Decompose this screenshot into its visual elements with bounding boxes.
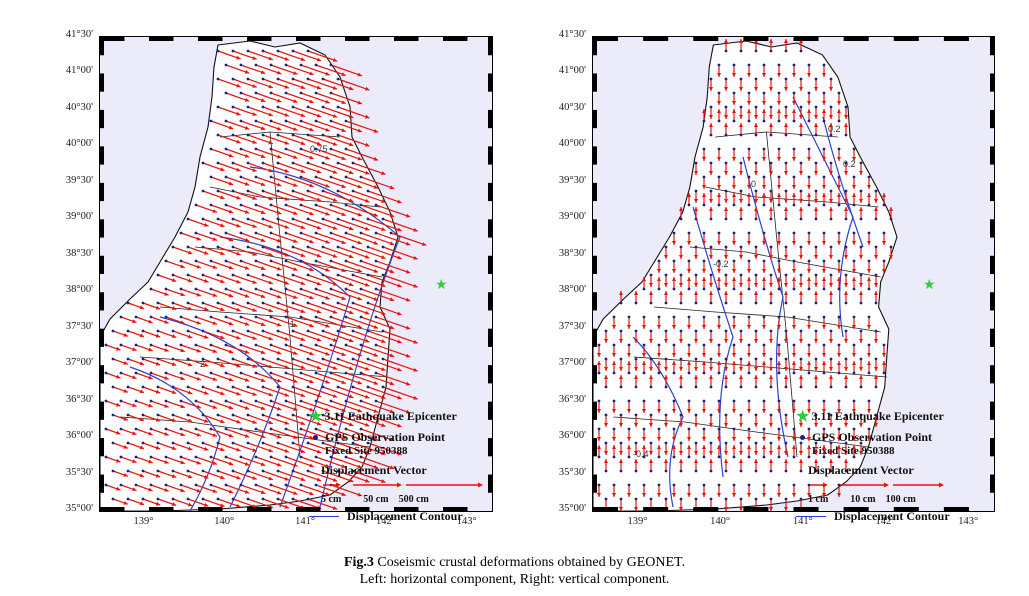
contour-line-icon xyxy=(309,515,339,518)
star-icon: ★ xyxy=(309,408,323,425)
contour-value-label: -0.2 xyxy=(713,259,729,269)
lat-tick-label: 36°30' xyxy=(558,393,586,405)
displacement-contour xyxy=(632,336,684,508)
contour-value-label: -0.4 xyxy=(633,449,649,459)
left-map: 0.75 1 2 xyxy=(100,37,492,511)
lon-tick-label: 139° xyxy=(133,516,154,527)
lat-tick-label: 38°00' xyxy=(65,284,93,296)
lat-tick-label: 35°30' xyxy=(65,466,93,478)
lat-tick-label: 40°00' xyxy=(65,138,93,150)
honshu-landmass xyxy=(593,40,898,511)
displacement-contour xyxy=(219,236,351,508)
legend-vector-arrows xyxy=(323,482,483,488)
legend-scale-3: 500 cm xyxy=(398,494,429,505)
legend-scale-1: 5 cm xyxy=(321,494,342,505)
legend-fixed-site: Fixed Site 950388 xyxy=(812,445,895,457)
lat-tick-label: 41°30' xyxy=(558,29,586,40)
station-dot-icon xyxy=(313,435,318,440)
prefecture-border xyxy=(613,416,869,448)
legend-gps-label: GPS Observation Point xyxy=(325,430,446,444)
map-frame-ticks xyxy=(100,37,492,511)
legend-fixed-site: Fixed Site 950388 xyxy=(325,445,408,457)
right-map: 0.2 0 -0.2 -0.4 0.2 xyxy=(593,37,994,511)
contour-value-label: 0.2 xyxy=(828,124,841,134)
legend-contour-label: Displacement Contour xyxy=(834,509,950,523)
lat-tick-label: 39°30' xyxy=(558,174,586,186)
legend-epicenter-label: 3.11 Eathquake Epicenter xyxy=(324,409,457,423)
prefecture-border xyxy=(766,131,798,458)
lat-tick-label: 40°00' xyxy=(558,138,586,150)
displacement-vectors xyxy=(104,49,427,510)
lat-tick-label: 35°00' xyxy=(65,503,93,514)
contour-value-label: 0 xyxy=(751,179,756,189)
legend-vector-arrows xyxy=(810,482,944,488)
contour-value-label: 1 xyxy=(290,319,295,329)
caption-label: Fig.3 xyxy=(343,555,374,570)
lat-tick-label: 41°00' xyxy=(558,65,586,77)
lat-tick-label: 36°00' xyxy=(65,430,93,442)
lat-tick-label: 39°00' xyxy=(65,211,93,223)
legend-scale-2: 10 cm xyxy=(850,494,876,505)
contour-value-label: 0.2 xyxy=(843,159,856,169)
caption-line1: Coseismic crustal deformations obtained … xyxy=(373,555,686,570)
left-map-frame: 0.75 1 2 xyxy=(99,36,493,512)
lat-tick-label: 41°30' xyxy=(65,29,93,40)
lat-tick-label: 41°00' xyxy=(65,65,93,77)
right-legend: ★ 3.11 Eathquake Epicenter GPS Observati… xyxy=(796,409,978,524)
lon-tick-label: 141° xyxy=(295,516,316,527)
lat-tick-label: 40°30' xyxy=(65,101,93,113)
lat-tick-label: 38°30' xyxy=(65,247,93,259)
figure-caption: Fig.3 Coseismic crustal deformations obt… xyxy=(0,554,1029,588)
lat-tick-label: 35°00' xyxy=(558,503,586,514)
right-map-frame: 0.2 0 -0.2 -0.4 0.2 xyxy=(592,36,995,512)
prefecture-border xyxy=(269,131,301,458)
legend-vector-title: Displacement Vector xyxy=(808,463,914,477)
lon-tick-label: 140° xyxy=(710,516,731,527)
legend-scale-2: 50 cm xyxy=(363,494,389,505)
prefecture-border xyxy=(633,356,887,378)
lat-tick-label: 35°30' xyxy=(558,466,586,478)
lat-tick-label: 36°00' xyxy=(558,430,586,442)
legend-contour-label: Displacement Contour xyxy=(347,509,463,523)
legend-epicenter-label: 3.11 Eathquake Epicenter xyxy=(811,409,944,423)
lat-tick-label: 36°30' xyxy=(65,393,93,405)
lat-tick-label: 37°30' xyxy=(558,320,586,332)
left-legend: ★ 3.11 Eathquake Epicenter GPS Observati… xyxy=(309,409,491,524)
lon-tick-label: 143° xyxy=(958,516,979,527)
legend-scale-1: 1 cm xyxy=(808,494,829,505)
star-icon: ★ xyxy=(796,408,810,425)
lat-tick-label: 39°30' xyxy=(65,174,93,186)
prefecture-border xyxy=(654,306,881,333)
lat-tick-label: 38°30' xyxy=(558,247,586,259)
station-dot-icon xyxy=(800,435,805,440)
lon-tick-label: 140° xyxy=(214,516,235,527)
legend-vector-title: Displacement Vector xyxy=(321,463,427,477)
legend-scale-3: 100 cm xyxy=(885,494,916,505)
lat-tick-label: 37°30' xyxy=(65,320,93,332)
contour-value-label: 2 xyxy=(200,359,205,369)
right-epicenter-star: ★ xyxy=(923,278,936,293)
lat-tick-label: 37°00' xyxy=(65,357,93,369)
map-frame-ticks xyxy=(593,37,994,511)
caption-line2: Left: horizontal component, Right: verti… xyxy=(359,572,670,587)
lon-tick-label: 142° xyxy=(875,516,896,527)
contour-line-icon xyxy=(796,515,826,518)
lat-tick-label: 37°00' xyxy=(558,357,586,369)
contour-value-label: 0.75 xyxy=(310,144,328,154)
lat-tick-label: 38°00' xyxy=(558,284,586,296)
displacement-contour xyxy=(822,116,864,248)
lon-tick-label: 139° xyxy=(627,516,648,527)
lat-tick-label: 40°30' xyxy=(558,101,586,113)
displacement-vectors xyxy=(597,39,893,511)
left-epicenter-star: ★ xyxy=(435,278,448,293)
lon-tick-label: 142° xyxy=(375,516,396,527)
legend-gps-label: GPS Observation Point xyxy=(812,430,933,444)
lon-tick-label: 141° xyxy=(792,516,813,527)
lon-tick-label: 143° xyxy=(456,516,477,527)
lat-tick-label: 39°00' xyxy=(558,211,586,223)
